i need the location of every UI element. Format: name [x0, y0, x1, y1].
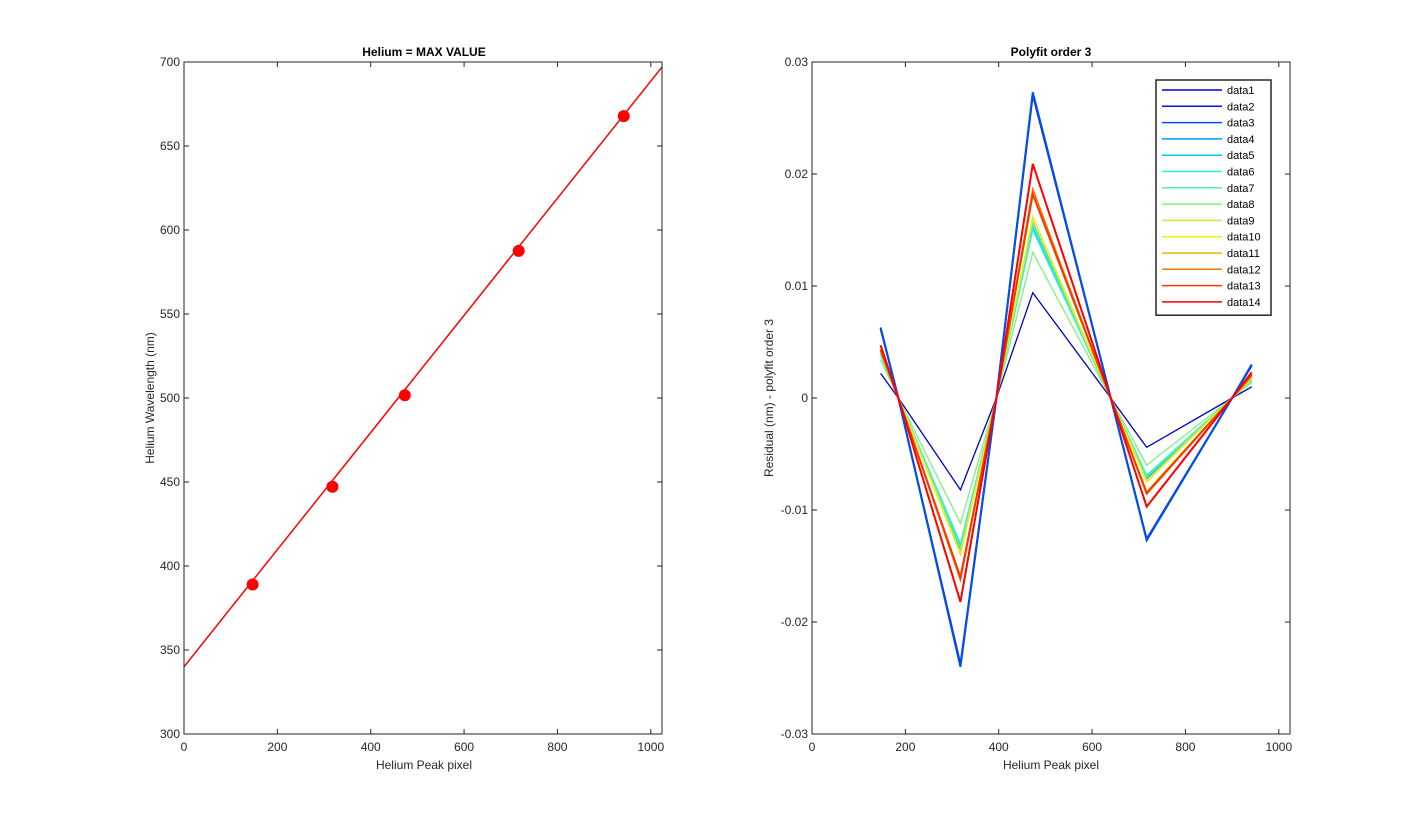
- right-ticks: 0 200 400 600 800 1000 -0.03 -0.02 -0.01 0 0.01 0.0…: [781, 55, 1293, 754]
- series-line-data10: [880, 216, 1253, 555]
- left-plot-area: [184, 66, 662, 668]
- fit-line: [184, 66, 662, 668]
- right-x-tick-label: 200: [895, 740, 915, 754]
- legend-label-data4: data4: [1227, 134, 1255, 146]
- peak-marker: [617, 110, 630, 123]
- legend-label-data6: data6: [1227, 167, 1255, 179]
- right-chart-title: Polyfit order 3: [1011, 45, 1092, 59]
- series-line-data8: [880, 250, 1253, 526]
- left-chart-title: Helium = MAX VALUE: [362, 45, 485, 59]
- right-x-tick-label: 800: [1175, 740, 1195, 754]
- series-line-data14: [879, 163, 1253, 603]
- legend-label-data13: data13: [1227, 281, 1261, 293]
- legend-box: [1155, 79, 1272, 316]
- legend-label-data2: data2: [1227, 101, 1255, 113]
- peak-marker: [398, 389, 411, 402]
- right-x-tick-label: 0: [809, 740, 816, 754]
- right-axes: Polyfit order 3 Helium Peak pixel Residu…: [762, 45, 1292, 772]
- right-y-tick-label: 0.01: [785, 279, 809, 293]
- peak-marker: [326, 480, 339, 493]
- right-y-axis-label: Residual (nm) - polyfit order 3: [762, 319, 776, 477]
- peak-marker: [246, 578, 259, 591]
- right-x-axis-label: Helium Peak pixel: [1003, 758, 1099, 772]
- left-y-tick-label: 300: [160, 727, 180, 741]
- legend-label-data12: data12: [1227, 264, 1261, 276]
- left-x-tick-label: 1000: [637, 740, 664, 754]
- series-line-data13: [879, 190, 1253, 581]
- legend-label-data10: data10: [1227, 232, 1261, 244]
- legend-label-data1: data1: [1227, 85, 1255, 97]
- legend-label-data11: data11: [1227, 248, 1260, 260]
- left-y-tick-label: 550: [160, 307, 180, 321]
- left-x-tick-label: 400: [361, 740, 381, 754]
- left-y-tick-label: 400: [160, 559, 180, 573]
- right-plot-area: [879, 91, 1253, 668]
- series-line-data1: [880, 291, 1253, 492]
- legend: data1 data2 data3 data4 data5 data6 data7 data8…: [1155, 79, 1272, 316]
- left-axes: Helium = MAX VALUE Helium Peak pixel Hel…: [143, 45, 664, 772]
- left-x-tick-label: 800: [547, 740, 567, 754]
- left-x-axis-label: Helium Peak pixel: [376, 758, 472, 772]
- right-x-tick-label: 600: [1082, 740, 1102, 754]
- left-y-tick-label: 500: [160, 391, 180, 405]
- right-y-tick-label: 0: [801, 391, 808, 405]
- left-y-tick-label: 650: [160, 139, 180, 153]
- legend-label-data7: data7: [1227, 183, 1255, 195]
- left-axes-box: [183, 61, 663, 735]
- series-line-data3: [879, 91, 1253, 668]
- right-axes-box: [811, 61, 1291, 735]
- legend-label-data9: data9: [1227, 215, 1255, 227]
- right-y-tick-label: -0.02: [781, 615, 809, 629]
- legend-label-data14: data14: [1227, 297, 1261, 309]
- right-x-tick-label: 400: [989, 740, 1009, 754]
- legend-label-data5: data5: [1227, 150, 1255, 162]
- peak-marker: [512, 244, 525, 257]
- left-y-tick-label: 700: [160, 55, 180, 69]
- right-y-tick-label: -0.01: [781, 503, 809, 517]
- left-ticks: 0 200 400 600 800 1000 300 350 400 450 500 550 600 65…: [160, 55, 664, 754]
- right-y-tick-label: 0.02: [785, 167, 809, 181]
- right-x-tick-label: 1000: [1265, 740, 1292, 754]
- left-y-axis-label: Helium Wavelength (nm): [143, 332, 157, 464]
- left-x-tick-label: 200: [267, 740, 287, 754]
- legend-label-data3: data3: [1227, 118, 1255, 130]
- left-x-tick-label: 600: [454, 740, 474, 754]
- legend-label-data8: data8: [1227, 199, 1255, 211]
- left-y-tick-label: 450: [160, 475, 180, 489]
- left-x-tick-label: 0: [181, 740, 188, 754]
- right-y-tick-label: -0.03: [781, 727, 809, 741]
- left-y-tick-label: 350: [160, 643, 180, 657]
- left-y-tick-label: 600: [160, 223, 180, 237]
- right-y-tick-label: 0.03: [785, 55, 809, 69]
